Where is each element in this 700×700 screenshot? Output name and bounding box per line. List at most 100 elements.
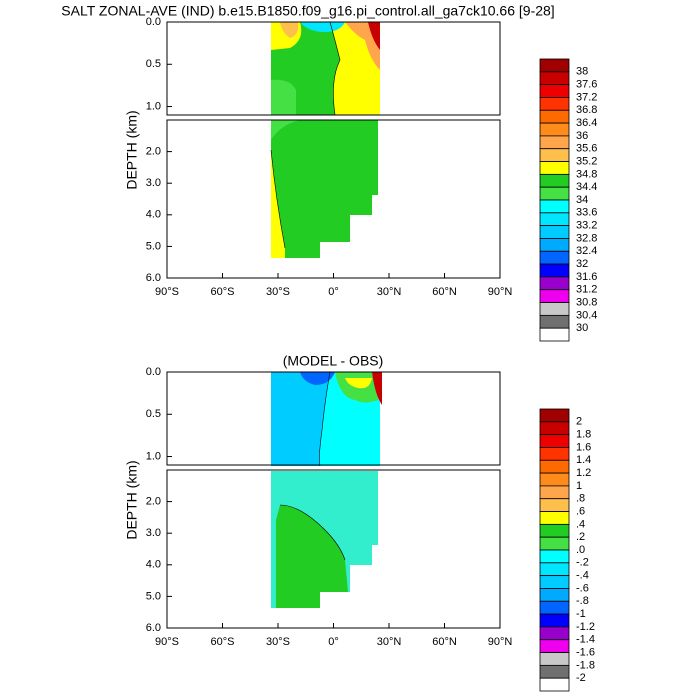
colorbar-label: 36.8 bbox=[576, 104, 597, 116]
colorbar-box bbox=[539, 97, 570, 111]
colorbar-box bbox=[539, 238, 570, 252]
colorbar-label: 38 bbox=[576, 66, 588, 78]
colorbar-label: 33.6 bbox=[576, 207, 597, 219]
colorbar-box bbox=[539, 613, 570, 628]
colorbar-label: 30.8 bbox=[576, 296, 597, 308]
colorbar-label: 34 bbox=[576, 194, 588, 206]
colorbar-box bbox=[539, 472, 570, 487]
y-tick-label: 5.0 bbox=[146, 240, 161, 252]
plot-frame bbox=[166, 371, 501, 466]
colorbar-label: 30.4 bbox=[576, 309, 597, 321]
colorbar-box bbox=[539, 575, 570, 589]
colorbar-label: 33.2 bbox=[576, 220, 597, 232]
colorbar-box bbox=[539, 639, 570, 653]
colorbar-label: 32.8 bbox=[576, 232, 597, 244]
colorbar-box bbox=[539, 263, 570, 278]
colorbar-label: -1 bbox=[576, 608, 586, 620]
field bbox=[270, 21, 380, 258]
y-axis-label: DEPTH (km) bbox=[124, 110, 140, 189]
y-tick-label: 6.0 bbox=[146, 272, 161, 284]
y-tick-label: 6.0 bbox=[146, 622, 161, 634]
colorbar-label: -.2 bbox=[576, 557, 589, 569]
y-tick-label: 2.0 bbox=[146, 496, 161, 508]
colorbar-label: .8 bbox=[576, 493, 585, 505]
colorbar-label: .6 bbox=[576, 505, 585, 517]
x-tick-label: 30°N bbox=[377, 286, 402, 298]
colorbar-label: 31.6 bbox=[576, 271, 597, 283]
x-tick-label: 90°N bbox=[488, 286, 513, 298]
colorbar-box bbox=[539, 498, 570, 512]
x-tick-label: 60°S bbox=[211, 636, 235, 648]
x-tick-label: 60°N bbox=[432, 286, 457, 298]
colorbar-label: -1.2 bbox=[576, 621, 595, 633]
colorbar-box bbox=[539, 408, 570, 423]
colorbar-label: 34.8 bbox=[576, 168, 597, 180]
colorbar-box bbox=[539, 84, 570, 98]
colorbar-label: 1.4 bbox=[576, 454, 591, 466]
colorbar-box bbox=[539, 626, 570, 641]
y-tick-label: 0.5 bbox=[146, 408, 161, 420]
colorbar-label: 30 bbox=[576, 322, 588, 334]
colorbar-box bbox=[539, 173, 570, 188]
colorbar-label: 1.8 bbox=[576, 429, 591, 441]
y-tick-label: 5.0 bbox=[146, 590, 161, 602]
x-tick-label: 90°S bbox=[155, 286, 179, 298]
colorbar-box bbox=[539, 276, 570, 291]
colorbar-label: 32 bbox=[576, 258, 588, 270]
colorbar-label: -.4 bbox=[576, 570, 589, 582]
colorbar-box bbox=[539, 199, 570, 214]
colorbar-label: 1.2 bbox=[576, 467, 591, 479]
colorbar-label: -1.8 bbox=[576, 659, 595, 671]
colorbar-box bbox=[539, 421, 570, 436]
colorbar-label: 31.2 bbox=[576, 284, 597, 296]
x-tick-label: 0° bbox=[328, 286, 339, 298]
x-tick-label: 30°S bbox=[266, 286, 290, 298]
x-tick-label: 0° bbox=[328, 636, 339, 648]
y-tick-label: 4.0 bbox=[146, 559, 161, 571]
x-tick-label: 60°S bbox=[211, 286, 235, 298]
colorbar-box bbox=[539, 588, 570, 602]
y-tick-label: 3.0 bbox=[146, 177, 161, 189]
colorbar-box bbox=[539, 536, 570, 551]
colorbar-box bbox=[539, 434, 570, 448]
x-tick-label: 30°S bbox=[266, 636, 290, 648]
colorbar-box bbox=[539, 122, 570, 137]
colorbar-label: -.8 bbox=[576, 595, 589, 607]
x-tick-label: 60°N bbox=[432, 636, 457, 648]
colorbar-box bbox=[539, 664, 570, 679]
colorbar-label: 1.6 bbox=[576, 441, 591, 453]
y-tick-label: 3.0 bbox=[146, 527, 161, 539]
x-tick-label: 90°N bbox=[488, 636, 513, 648]
colorbar-box bbox=[539, 148, 570, 162]
colorbar-label: .4 bbox=[576, 518, 585, 530]
colorbar-label: 37.2 bbox=[576, 91, 597, 103]
colorbar-box bbox=[539, 314, 570, 329]
panel-title: (MODEL - OBS) bbox=[283, 353, 384, 369]
colorbar-box bbox=[539, 523, 570, 538]
colorbar-label: 35.2 bbox=[576, 155, 597, 167]
colorbar-box bbox=[539, 250, 570, 265]
y-tick-label: 1.0 bbox=[146, 100, 161, 112]
colorbar-box bbox=[539, 135, 570, 150]
colorbar-box bbox=[539, 327, 570, 342]
colorbar-label: -1.6 bbox=[576, 646, 595, 658]
colorbar-label: .2 bbox=[576, 531, 585, 543]
y-tick-label: 0.5 bbox=[146, 58, 161, 70]
colorbar-label: 37.6 bbox=[576, 79, 597, 91]
y-tick-label: 1.0 bbox=[146, 450, 161, 462]
colorbar-box bbox=[539, 289, 570, 303]
y-tick-label: 4.0 bbox=[146, 209, 161, 221]
colorbar-box bbox=[539, 562, 570, 577]
colorbar-box bbox=[539, 225, 570, 239]
x-tick-label: 90°S bbox=[155, 636, 179, 648]
colorbar-box bbox=[539, 212, 570, 227]
chart-title: SALT ZONAL-AVE (IND) b.e15.B1850.f09_g16… bbox=[61, 3, 554, 19]
colorbar-box bbox=[539, 677, 570, 692]
y-tick-label: 0.0 bbox=[146, 366, 161, 378]
colorbar-label: 36.4 bbox=[576, 117, 597, 129]
colorbar-box bbox=[539, 485, 570, 500]
y-tick-label: 0.0 bbox=[146, 16, 161, 28]
colorbar-box bbox=[539, 511, 570, 525]
y-axis-label: DEPTH (km) bbox=[124, 460, 140, 539]
colorbar-label: -.6 bbox=[576, 582, 589, 594]
